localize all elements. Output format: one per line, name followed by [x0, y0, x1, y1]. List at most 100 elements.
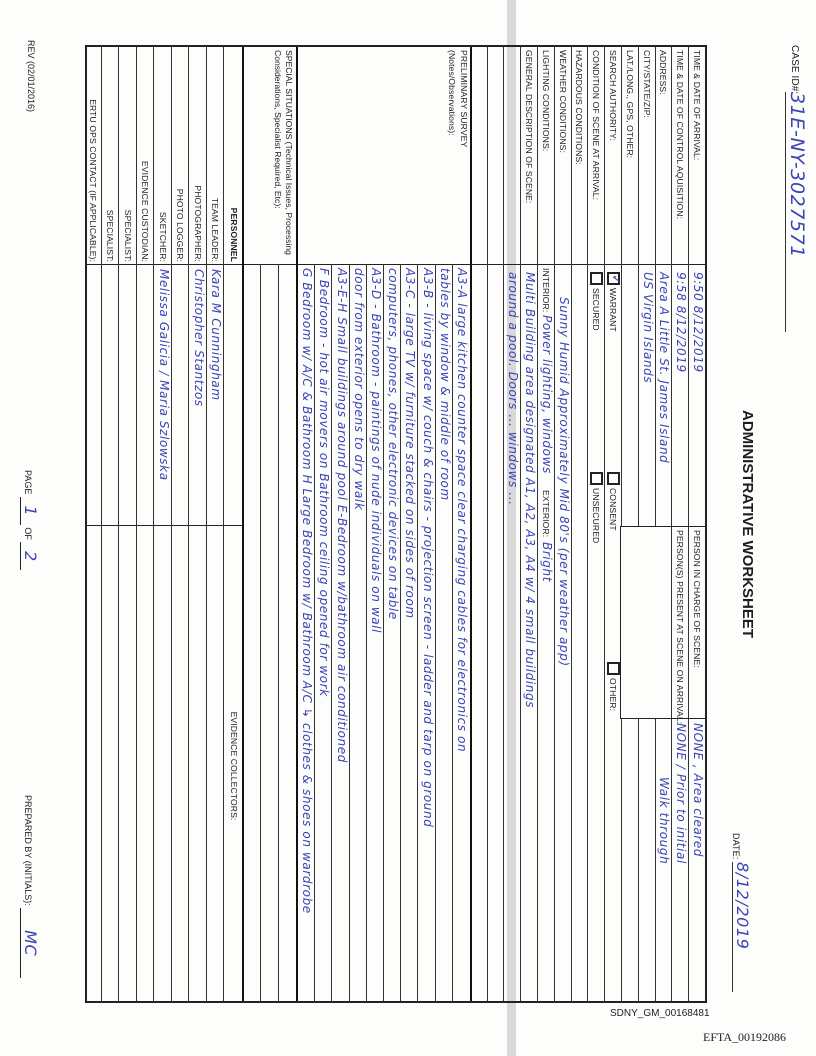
personnel-row: PHOTO LOGGER: [171, 47, 190, 1001]
survey-line-text: computers, phones, other electronic devi… [386, 268, 401, 620]
survey-line: A3-C - large TV w/ furniture stacked on … [400, 264, 419, 1001]
other-option[interactable]: OTHER: [605, 659, 621, 711]
evidence-collectors-header: EVIDENCE COLLECTORS: [229, 711, 239, 821]
personnel-row: SPECIALIST: [101, 47, 120, 1001]
personnel-row: ERTU OPS CONTACT (if applicable): [83, 47, 102, 1001]
survey-line: A3-D - Bathroom - paintings of nude indi… [365, 264, 384, 1001]
prepared-by-initials: MC [20, 908, 40, 979]
survey-line: computers, phones, other electronic devi… [383, 264, 402, 1001]
general-line: Multi Building area designated A1, A2, A… [523, 272, 537, 709]
general-label: GENERAL DESCRIPTION OF SCENE: [524, 50, 534, 204]
page-title: ADMINISTRATIVE WORKSHEET [739, 410, 756, 639]
preliminary-survey-section: PRELIMINARY SURVEY (Notes/Observations):… [298, 47, 472, 1001]
latlong-row: LAT./LONG., GPS, OTHER: [621, 47, 638, 1001]
arrival-row: TIME & DATE OF ARRIVAL: 9:50 8/12/2019 N… [688, 47, 705, 1001]
case-id-value: 31E-NY-3027571 [785, 92, 808, 332]
secured-option[interactable]: SECURED [588, 269, 604, 331]
worksheet-form: TIME & DATE OF ARRIVAL: 9:50 8/12/2019 N… [83, 45, 707, 1003]
control-value: 9:58 8/12/2019 [674, 272, 689, 373]
efta-stamp: EFTA_00192086 [703, 1030, 787, 1044]
personnel-role-label: TEAM LEADER: [210, 197, 221, 262]
general-row-3 [486, 47, 504, 1001]
personnel-section: PERSONNEL EVIDENCE COLLECTORS: TEAM LEAD… [83, 47, 244, 1001]
condition-row: CONDITION OF SCENE AT ARRIVAL: SECURED U… [587, 47, 605, 1001]
survey-line-text: door from exterior opens to dry walk [351, 268, 366, 511]
unsecured-checkbox[interactable] [589, 472, 603, 485]
personnel-name: Melissa Galicia / Maria Szlowska [157, 269, 171, 481]
survey-line-text: F Bedroom - hot air movers on Bathroom c… [317, 268, 332, 697]
condition-label: CONDITION OF SCENE AT ARRIVAL: [591, 50, 602, 201]
consent-option[interactable]: CONSENT [605, 469, 621, 531]
weather-value: Sunny Humid Approximately Mid 80's (per … [556, 297, 571, 667]
interior-label: INTERIOR: [540, 268, 551, 313]
of-label: OF [23, 527, 33, 540]
survey-line: A3-A large kitchen counter space clear c… [451, 264, 470, 1001]
survey-line: A3-B - living space w/ couch & chairs - … [417, 264, 436, 1001]
personnel-role-label: PHOTOGRAPHER: [193, 185, 203, 262]
secured-checkbox[interactable] [589, 272, 603, 285]
persons-present-continued: Walk through [657, 777, 672, 865]
survey-line-text: A3-C - large TV w/ furniture stacked on … [403, 268, 418, 619]
personnel-role-label: PHOTO LOGGER: [175, 188, 186, 262]
person-in-charge-label: PERSON IN CHARGE OF SCENE: [692, 530, 702, 668]
survey-line: F Bedroom - hot air movers on Bathroom c… [314, 264, 333, 1001]
warrant-label: WARRANT [608, 288, 618, 332]
unsecured-label: UNSECURED [591, 488, 602, 544]
exterior-value: Bright [539, 542, 554, 583]
prepared-by: PREPARED BY (initials): MC [20, 795, 40, 979]
other-checkbox[interactable] [606, 662, 620, 675]
address-row: ADDRESS: Area A Little St. James Island … [654, 47, 672, 1001]
general-row-2: around a pool. Doors ... windows ... [503, 47, 521, 1001]
weather-label: WEATHER CONDITIONS: [557, 50, 568, 153]
lighting-row: LIGHTING CONDITIONS: INTERIOR: Power lig… [537, 47, 554, 1001]
other-label: OTHER: [608, 678, 618, 712]
weather-row: WEATHER CONDITIONS: Sunny Humid Approxim… [553, 47, 571, 1001]
arrival-label: TIME & DATE OF ARRIVAL: [692, 50, 702, 161]
personnel-role-label: SPECIALIST: [123, 209, 133, 262]
personnel-row: SKETCHER: Melissa Galicia / Maria Szlowsk… [153, 47, 172, 1001]
page-number: 1 [20, 496, 40, 525]
special-situations-section: SPECIAL SITUATIONS (Technical Issues, Pr… [244, 47, 298, 1001]
secured-label: SECURED [591, 288, 602, 331]
interior-value: Power lighting, windows [539, 315, 554, 474]
warrant-checkbox[interactable] [606, 272, 620, 285]
unsecured-option[interactable]: UNSECURED [588, 469, 604, 543]
control-label: TIME & DATE OF CONTROL AQUISITION: [675, 50, 686, 220]
arrival-value: 9:50 8/12/2019 [691, 272, 705, 373]
case-id-label: CASE ID#: [789, 45, 800, 95]
divider [278, 264, 279, 1001]
exterior-label: EXTERIOR: [540, 490, 551, 538]
revision-label: Rev (02/01/2016) [26, 40, 36, 113]
divider [244, 264, 296, 265]
survey-line: door from exterior opens to dry walk [348, 264, 367, 1001]
control-row: TIME & DATE OF CONTROL AQUISITION: 9:58 … [671, 47, 689, 1001]
persons-present-label: PERSON(S) PRESENT AT SCENE ON ARRIVAL: [675, 530, 686, 725]
survey-sublabel: (Notes/Observations): [447, 50, 457, 136]
page-total: 2 [20, 542, 40, 571]
consent-label: CONSENT [608, 488, 618, 531]
lighting-label: LIGHTING CONDITIONS: [540, 50, 551, 152]
date-value: 8/12/2019 [732, 862, 752, 992]
general-line: around a pool. Doors ... windows ... [506, 272, 521, 506]
survey-line-text: G Bedroom w/ A/C & Bathroom H Large Bedr… [300, 268, 315, 914]
survey-line-text: A3-B - living space w/ couch & chairs - … [420, 268, 435, 828]
survey-line-text: A3-A large kitchen counter space clear c… [455, 268, 469, 753]
persons-present-value: NONE / Prior to initial [674, 723, 689, 864]
search-authority-row: SEARCH AUTHORITY: WARRANT CONSENT OTHER: [604, 47, 621, 1001]
consent-checkbox[interactable] [606, 472, 620, 485]
personnel-name: Christopher Stantzos [192, 269, 206, 407]
personnel-header: PERSONNEL [229, 207, 239, 262]
personnel-row: PHOTOGRAPHER: Christopher Stantzos [188, 47, 207, 1001]
personnel-row: EVIDENCE CUSTODIAN: [136, 47, 155, 1001]
personnel-role-label: ERTU OPS CONTACT (if applicable): [88, 99, 98, 262]
hazardous-label: HAZARDOUS CONDITIONS: [574, 50, 585, 165]
address-label: ADDRESS: [658, 50, 669, 95]
warrant-option[interactable]: WARRANT [605, 269, 621, 332]
personnel-name: Kara M Cunningham [209, 269, 224, 401]
survey-line: tables by window & middle of room [434, 264, 453, 1001]
persons-box: PERSON IN CHARGE OF SCENE: PERSON(S) PRE… [620, 526, 705, 724]
survey-line-text: A3-D - Bathroom - paintings of nude indi… [369, 268, 383, 634]
city-label: CITY/STATE/ZIP: [641, 50, 652, 119]
hazardous-row: HAZARDOUS CONDITIONS: [570, 47, 588, 1001]
survey-line-text: tables by window & middle of room [437, 268, 452, 501]
